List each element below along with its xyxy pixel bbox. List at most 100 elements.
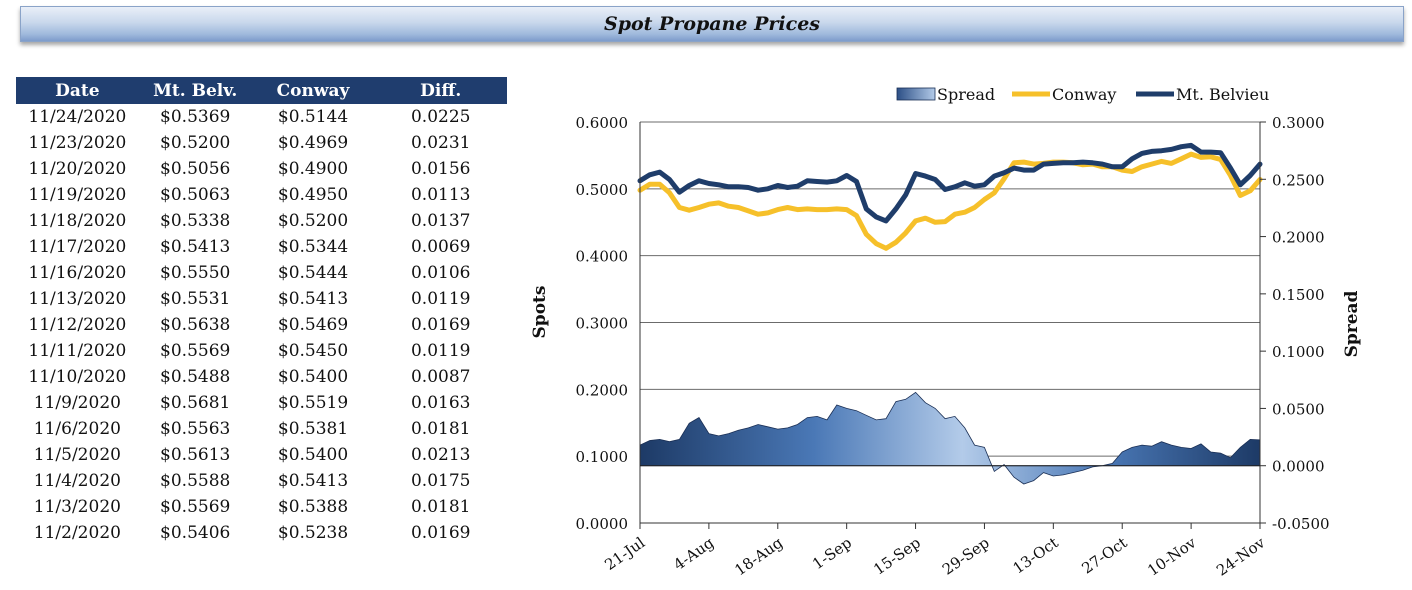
date-cell: 11/18/2020 <box>28 211 127 231</box>
legend-label: Conway <box>1052 85 1116 104</box>
diff-cell: 0.0225 <box>410 107 471 127</box>
date-cell: 11/12/2020 <box>28 315 127 335</box>
legend-item-conway: Conway <box>1012 85 1116 104</box>
table-row: 11/2/2020 $0.5406 $0.5238 0.0169 <box>16 520 507 546</box>
conway-cell: $0.5200 <box>277 211 349 231</box>
mt-belv-cell: $0.5056 <box>160 159 231 179</box>
table-row: 11/17/2020 $0.5413 $0.5344 0.0069 <box>16 234 507 260</box>
diff-cell: 0.0169 <box>410 523 471 543</box>
column-header-mt-belv: Mt. Belv. <box>138 77 252 104</box>
diff-cell: 0.0119 <box>410 289 471 309</box>
mt-belv-cell: $0.5369 <box>160 107 231 127</box>
mt-belv-cell: $0.5563 <box>160 419 231 439</box>
y2-tick-label: 0.3000 <box>1272 114 1325 132</box>
date-cell: 11/23/2020 <box>28 133 127 153</box>
conway-cell: $0.4900 <box>277 159 349 179</box>
spot-propane-chart: 0.0000 0.1000 0.2000 0.3000 0.4000 0.5000 0.60… <box>530 85 1362 580</box>
title-banner: Spot Propane Prices <box>20 6 1404 42</box>
diff-cell: 0.0137 <box>410 211 471 231</box>
table-row: 11/20/2020 $0.5056 $0.4900 0.0156 <box>16 156 507 182</box>
mt-belv-cell: $0.5200 <box>160 133 231 153</box>
date-cell: 11/13/2020 <box>28 289 127 309</box>
table-row: 11/19/2020 $0.5063 $0.4950 0.0113 <box>16 182 507 208</box>
x-tick-label: 21-Jul <box>601 533 648 573</box>
conway-cell: $0.5400 <box>277 367 349 387</box>
mt-belv-cell: $0.5338 <box>160 211 231 231</box>
table-row: 11/4/2020 $0.5588 $0.5413 0.0175 <box>16 468 507 494</box>
y-tick-label: 0.5000 <box>576 181 629 199</box>
table-row: 11/18/2020 $0.5338 $0.5200 0.0137 <box>16 208 507 234</box>
date-cell: 11/5/2020 <box>33 445 121 465</box>
date-cell: 11/11/2020 <box>28 341 127 361</box>
y2-tick-label: 0.0000 <box>1272 458 1325 476</box>
date-cell: 11/9/2020 <box>33 393 121 413</box>
x-tick-label: 10-Nov <box>1144 533 1200 579</box>
conway-cell: $0.5413 <box>277 471 349 491</box>
diff-cell: 0.0213 <box>410 445 471 465</box>
diff-cell: 0.0087 <box>410 367 471 387</box>
mt-belv-cell: $0.5063 <box>160 185 231 205</box>
conway-cell: $0.5400 <box>277 445 349 465</box>
y-tick-label: 0.2000 <box>576 381 629 399</box>
y2-axis-label: Spread <box>1342 290 1362 357</box>
conway-cell: $0.5381 <box>277 419 349 439</box>
column-header-diff: Diff. <box>374 77 507 104</box>
spot-price-table: Date Mt. Belv. Conway Diff. 11/24/2020 $0… <box>16 77 507 546</box>
mt-belv-cell: $0.5638 <box>160 315 231 335</box>
legend-item-spread: Spread <box>896 85 995 104</box>
spread-area-series <box>639 391 1261 485</box>
table-row: 11/6/2020 $0.5563 $0.5381 0.0181 <box>16 416 507 442</box>
y2-tick-label: 0.2500 <box>1272 171 1325 189</box>
date-cell: 11/2/2020 <box>33 523 121 543</box>
page-title: Spot Propane Prices <box>603 13 821 35</box>
conway-cell: $0.4969 <box>277 133 349 153</box>
y-tick-label: 0.4000 <box>576 248 629 266</box>
y2-tick-label: 0.1000 <box>1272 343 1325 361</box>
y2-tick-label: 0.0500 <box>1272 400 1325 418</box>
table-row: 11/11/2020 $0.5569 $0.5450 0.0119 <box>16 338 507 364</box>
date-cell: 11/19/2020 <box>28 185 127 205</box>
diff-cell: 0.0119 <box>410 341 471 361</box>
date-cell: 11/24/2020 <box>28 107 127 127</box>
diff-cell: 0.0231 <box>410 133 471 153</box>
table-row: 11/5/2020 $0.5613 $0.5400 0.0213 <box>16 442 507 468</box>
diff-cell: 0.0181 <box>410 419 471 439</box>
mt-belv-cell: $0.5413 <box>160 237 231 257</box>
date-cell: 11/3/2020 <box>33 497 121 517</box>
date-cell: 11/20/2020 <box>28 159 127 179</box>
y2-tick-label: 0.2000 <box>1272 229 1325 247</box>
mt-belv-cell: $0.5569 <box>160 341 231 361</box>
conway-cell: $0.5144 <box>277 107 349 127</box>
x-tick-label: 1-Sep <box>809 534 855 574</box>
y2-tick-label: 0.1500 <box>1272 286 1325 304</box>
conway-cell: $0.5469 <box>277 315 349 335</box>
date-cell: 11/17/2020 <box>28 237 127 257</box>
x-tick-label: 4-Aug <box>670 533 717 574</box>
mt-belv-cell: $0.5569 <box>160 497 231 517</box>
mt-belv-cell: $0.5588 <box>160 471 231 491</box>
x-tick-label: 24-Nov <box>1213 533 1269 579</box>
diff-cell: 0.0175 <box>410 471 471 491</box>
mt-belv-cell: $0.5613 <box>160 445 231 465</box>
y-tick-label: 0.0000 <box>576 515 629 533</box>
diff-cell: 0.0181 <box>410 497 471 517</box>
date-cell: 11/4/2020 <box>33 471 121 491</box>
conway-line <box>637 151 1263 251</box>
conway-cell: $0.5238 <box>277 523 349 543</box>
x-tick-label: 15-Sep <box>870 534 924 579</box>
y-axis-label: Spots <box>530 286 550 339</box>
diff-cell: 0.0156 <box>410 159 471 179</box>
date-cell: 11/16/2020 <box>28 263 127 283</box>
diff-cell: 0.0113 <box>410 185 471 205</box>
conway-cell: $0.5388 <box>277 497 349 517</box>
x-tick-label: 27-Oct <box>1078 534 1130 578</box>
mt-belv-cell: $0.5681 <box>160 393 231 413</box>
table-row: 11/16/2020 $0.5550 $0.5444 0.0106 <box>16 260 507 286</box>
mt-belv-cell: $0.5406 <box>160 523 231 543</box>
mt-belv-cell: $0.5531 <box>160 289 231 309</box>
mt-belv-cell: $0.5550 <box>160 263 231 283</box>
date-cell: 11/10/2020 <box>28 367 127 387</box>
conway-cell: $0.5519 <box>277 393 349 413</box>
diff-cell: 0.0163 <box>410 393 471 413</box>
table-row: 11/3/2020 $0.5569 $0.5388 0.0181 <box>16 494 507 520</box>
